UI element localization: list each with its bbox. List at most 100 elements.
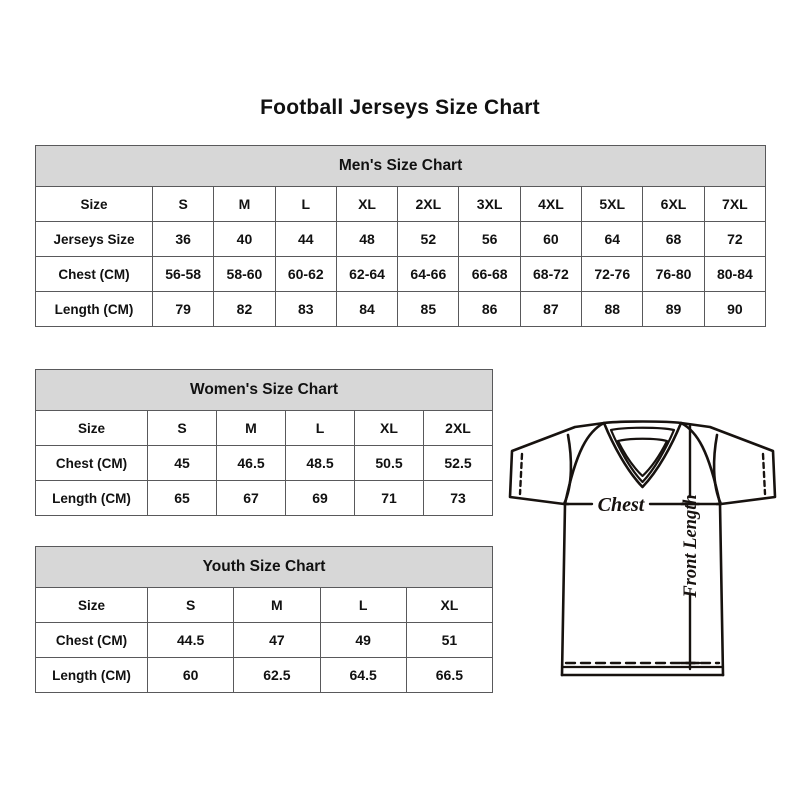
table-cell: 44 [274, 221, 337, 257]
row-label-length: Length (CM) [35, 657, 148, 693]
left-cuff-dashed [518, 452, 524, 496]
row-label-length: Length (CM) [35, 291, 153, 327]
row-label-jerseys-size: Jerseys Size [35, 221, 153, 257]
table-cell: 89 [642, 291, 705, 327]
table-cell: 66.5 [405, 657, 494, 693]
table-cell: 45 [147, 445, 217, 481]
table-cell: XL [335, 186, 399, 222]
table-cell: 7XL [703, 186, 767, 222]
table-row: Size S M L XL 2XL [35, 410, 494, 446]
row-label-size: Size [35, 410, 148, 446]
table-cell: 49 [319, 622, 407, 658]
table-cell: 44.5 [146, 622, 235, 658]
table-cell: 48 [335, 221, 399, 257]
table-cell: 62-64 [335, 256, 399, 292]
table-cell: 56 [458, 221, 521, 257]
table-cell: 68 [642, 221, 705, 257]
table-row: Size S M L XL [35, 587, 494, 623]
table-cell: 60 [146, 657, 235, 693]
table-cell: 86 [458, 291, 521, 327]
table-cell: 52 [397, 221, 460, 257]
table-cell: 80-84 [703, 256, 767, 292]
table-cell: 2XL [422, 410, 494, 446]
table-cell: 58-60 [213, 256, 276, 292]
table-row: Chest (CM) 56-58 58-60 60-62 62-64 64-66… [35, 256, 767, 292]
table-cell: 69 [285, 480, 355, 516]
table-cell: M [233, 587, 321, 623]
right-body-side [679, 421, 725, 677]
table-cell: 72 [703, 221, 767, 257]
collar-inner-line-1 [609, 426, 676, 484]
table-cell: 82 [213, 291, 276, 327]
table-cell: 62.5 [233, 657, 321, 693]
table-cell: 4XL [519, 186, 583, 222]
right-cuff-dashed [761, 452, 767, 496]
table-cell: 52.5 [422, 445, 494, 481]
womens-table-banner: Women's Size Chart [34, 369, 494, 411]
row-label-size: Size [35, 587, 148, 623]
table-cell: XL [405, 587, 494, 623]
table-cell: M [216, 410, 286, 446]
table-cell: 46.5 [216, 445, 286, 481]
table-cell: 51 [405, 622, 494, 658]
table-cell: 71 [354, 480, 424, 516]
tshirt-measurement-diagram: Chest Front Length [500, 405, 785, 685]
table-cell: S [146, 587, 235, 623]
table-cell: 76-80 [642, 256, 705, 292]
mens-size-table: Men's Size Chart Size S M L XL 2XL 3XL 4… [34, 145, 767, 327]
youth-size-table: Youth Size Chart Size S M L XL Chest (CM… [34, 546, 494, 693]
table-cell: XL [354, 410, 424, 446]
table-row: Chest (CM) 44.5 47 49 51 [35, 622, 494, 658]
table-cell: 48.5 [285, 445, 355, 481]
table-cell: 73 [422, 480, 494, 516]
mens-table-banner: Men's Size Chart [34, 145, 767, 187]
front-length-label: Front Length [681, 494, 701, 598]
table-cell: 60-62 [274, 256, 337, 292]
collar-outline [602, 420, 683, 489]
table-cell: L [285, 410, 355, 446]
table-row: Size S M L XL 2XL 3XL 4XL 5XL 6XL 7XL [35, 186, 767, 222]
table-cell: 88 [581, 291, 644, 327]
table-cell: 87 [519, 291, 583, 327]
youth-table-banner: Youth Size Chart [34, 546, 494, 588]
table-cell: L [319, 587, 407, 623]
table-row: Length (CM) 65 67 69 71 73 [35, 480, 494, 516]
table-cell: 2XL [397, 186, 460, 222]
table-cell: 6XL [642, 186, 705, 222]
table-cell: 79 [151, 291, 215, 327]
table-cell: 56-58 [151, 256, 215, 292]
table-cell: 36 [151, 221, 215, 257]
table-cell: 64 [581, 221, 644, 257]
table-cell: 5XL [581, 186, 644, 222]
table-cell: 84 [335, 291, 399, 327]
table-cell: L [274, 186, 337, 222]
row-label-chest: Chest (CM) [35, 622, 148, 658]
table-row: Length (CM) 60 62.5 64.5 66.5 [35, 657, 494, 693]
table-cell: 50.5 [354, 445, 424, 481]
row-label-chest: Chest (CM) [35, 445, 148, 481]
table-row: Jerseys Size 36 40 44 48 52 56 60 64 68 … [35, 221, 767, 257]
row-label-size: Size [35, 186, 153, 222]
table-cell: 66-68 [458, 256, 521, 292]
table-banner-row: Women's Size Chart [34, 369, 494, 411]
row-label-chest: Chest (CM) [35, 256, 153, 292]
table-banner-row: Men's Size Chart [34, 145, 767, 187]
table-banner-row: Youth Size Chart [34, 546, 494, 588]
page-title: Football Jerseys Size Chart [260, 96, 540, 119]
table-cell: M [213, 186, 276, 222]
table-cell: 40 [213, 221, 276, 257]
collar-inner-line-2 [616, 437, 669, 478]
table-row: Chest (CM) 45 46.5 48.5 50.5 52.5 [35, 445, 494, 481]
table-cell: 90 [703, 291, 767, 327]
table-row: Length (CM) 79 82 83 84 85 86 87 88 89 9… [35, 291, 767, 327]
table-cell: 65 [147, 480, 217, 516]
table-cell: 64-66 [397, 256, 460, 292]
left-body-side [560, 421, 606, 677]
table-cell: 83 [274, 291, 337, 327]
table-cell: 60 [519, 221, 583, 257]
chest-label: Chest [598, 494, 646, 516]
table-cell: 3XL [458, 186, 521, 222]
table-cell: 67 [216, 480, 286, 516]
table-cell: 85 [397, 291, 460, 327]
